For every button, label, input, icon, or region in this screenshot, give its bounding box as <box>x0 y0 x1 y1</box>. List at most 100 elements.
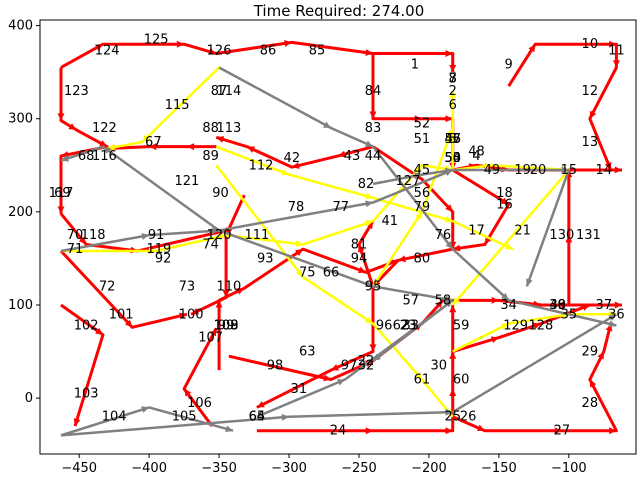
arrowhead-red <box>609 40 617 48</box>
node-label: 114 <box>216 84 241 99</box>
node-label: 113 <box>216 121 241 136</box>
arrowhead-gray <box>445 167 453 175</box>
node-label: 46 <box>444 132 461 147</box>
arrowhead-red <box>449 304 457 313</box>
arrowhead-red <box>57 206 65 214</box>
route-edge-red <box>107 145 217 151</box>
arrowhead-red <box>99 140 108 147</box>
arrowhead-yellow <box>365 220 373 227</box>
arrowhead-red <box>176 40 185 48</box>
node-label: 32 <box>358 359 375 374</box>
node-label: 78 <box>288 200 305 215</box>
y-tick-label: 0 <box>25 391 33 406</box>
node-label: 5 <box>449 132 457 147</box>
arrowhead-red <box>597 351 604 360</box>
node-label: 62 <box>393 318 410 333</box>
arrowhead-red <box>247 146 256 153</box>
node-label: 7 <box>449 72 457 87</box>
arrowhead-red <box>604 161 612 170</box>
node-label: 97 <box>341 359 358 374</box>
arrowhead-red <box>365 427 373 435</box>
node-label: 74 <box>202 237 219 252</box>
node-label: 14 <box>596 163 613 178</box>
arrowhead-yellow <box>449 90 457 98</box>
node-label: 130 <box>549 228 574 243</box>
node-label: 89 <box>202 149 219 164</box>
node-label: 59 <box>453 318 470 333</box>
node-label: 102 <box>74 318 99 333</box>
node-label: 82 <box>358 177 375 192</box>
arrowhead-red <box>184 388 192 397</box>
node-label: 68 <box>78 149 95 164</box>
route-edge-yellow <box>452 313 617 353</box>
arrowhead-red <box>490 336 499 344</box>
node-label: 10 <box>582 37 599 52</box>
arrowhead-yellow <box>295 240 304 248</box>
node-label: 105 <box>172 410 197 425</box>
node-label: 119 <box>147 242 172 257</box>
arrowhead-red <box>331 364 340 371</box>
route-edge-red <box>256 304 455 433</box>
node-label: 80 <box>414 251 431 266</box>
node-label: 20 <box>530 163 547 178</box>
x-tick-label: −200 <box>411 461 447 476</box>
node-label: 94 <box>351 251 368 266</box>
node-label: 34 <box>500 298 517 313</box>
node-label: 30 <box>430 359 447 374</box>
node-label: 100 <box>179 307 204 322</box>
arrowhead-red <box>414 115 422 123</box>
arrowhead-red <box>589 110 597 119</box>
arrowhead-yellow <box>281 168 290 176</box>
x-tick-label: −250 <box>341 461 377 476</box>
arrowhead-red <box>561 301 569 309</box>
node-label: 76 <box>435 228 452 243</box>
node-label: 120 <box>207 228 232 243</box>
arrowhead-yellow <box>484 162 492 170</box>
arrowhead-red <box>186 143 195 151</box>
node-label: 37 <box>596 298 613 313</box>
node-label: 85 <box>309 44 326 59</box>
node-label: 4 <box>472 149 480 164</box>
route-edge-red <box>507 42 618 171</box>
node-label: 110 <box>216 279 241 294</box>
arrowhead-yellow <box>218 233 227 241</box>
node-label: 63 <box>299 345 316 360</box>
arrowhead-gray <box>501 292 509 301</box>
node-label: 101 <box>109 307 134 322</box>
node-label: 56 <box>414 186 431 201</box>
node-label: 118 <box>81 228 106 243</box>
node-label: 88 <box>202 121 219 136</box>
node-label: 81 <box>351 237 368 252</box>
y-tick-label: 100 <box>8 298 33 313</box>
arrowhead-gray <box>444 300 453 308</box>
arrowhead-red <box>476 424 485 432</box>
node-label: 53 <box>444 151 461 166</box>
arrowhead-red <box>554 427 562 435</box>
arrowhead-red <box>484 236 492 245</box>
arrowhead-yellow <box>446 128 454 136</box>
node-label: 70 <box>67 228 84 243</box>
node-label: 18 <box>496 186 513 201</box>
node-label: 40 <box>549 298 566 313</box>
arrowhead-red <box>215 300 223 308</box>
arrowhead-red <box>236 288 245 295</box>
arrowhead-gray <box>364 140 373 147</box>
node-label: 21 <box>514 223 531 238</box>
node-label: 131 <box>576 228 601 243</box>
node-label: 29 <box>582 345 599 360</box>
node-label: 126 <box>207 44 232 59</box>
arrowhead-red <box>95 327 103 335</box>
arrowhead-red <box>78 236 87 245</box>
arrowhead-red <box>500 197 509 205</box>
node-label: 2 <box>449 84 457 99</box>
arrowhead-gray <box>141 232 150 240</box>
node-label: 99 <box>218 318 235 333</box>
node-label: 45 <box>414 163 431 178</box>
arrowhead-red <box>216 136 225 143</box>
node-label: 50 <box>444 151 461 166</box>
arrowhead-red <box>149 143 157 151</box>
arrowhead-gray <box>281 413 290 421</box>
node-label: 77 <box>333 200 350 215</box>
